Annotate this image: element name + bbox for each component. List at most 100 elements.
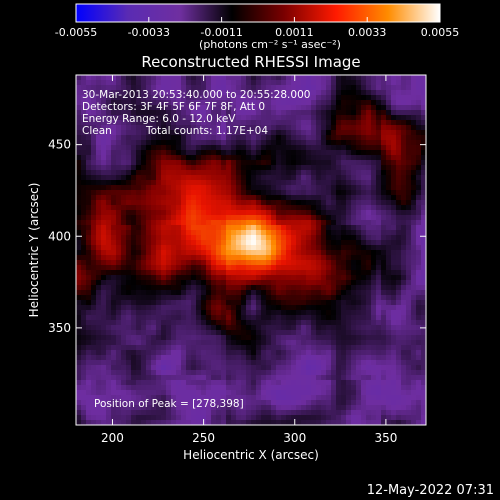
heatmap-cell (111, 240, 117, 246)
heatmap-cell (116, 260, 122, 266)
heatmap-cell (386, 80, 392, 86)
heatmap-cell (106, 290, 112, 296)
heatmap-cell (321, 135, 327, 141)
heatmap-cell (126, 140, 132, 146)
heatmap-cell (101, 280, 107, 286)
heatmap-cell (136, 190, 142, 196)
heatmap-cell (406, 315, 412, 321)
heatmap-cell (341, 125, 347, 131)
heatmap-cell (246, 200, 252, 206)
heatmap-cell (151, 130, 157, 136)
heatmap-cell (311, 275, 317, 281)
heatmap-cell (341, 260, 347, 266)
heatmap-cell (351, 295, 357, 301)
heatmap-cell (151, 230, 157, 236)
heatmap-cell (186, 295, 192, 301)
heatmap-cell (411, 355, 417, 361)
heatmap-cell (91, 205, 97, 211)
heatmap-cell (81, 380, 87, 386)
heatmap-cell (416, 295, 422, 301)
heatmap-cell (206, 105, 212, 111)
heatmap-cell (371, 105, 377, 111)
heatmap-cell (286, 255, 292, 261)
heatmap-cell (261, 215, 267, 221)
heatmap-cell (206, 370, 212, 376)
heatmap-cell (86, 340, 92, 346)
heatmap-cell (401, 215, 407, 221)
heatmap-cell (321, 195, 327, 201)
heatmap-cell (291, 190, 297, 196)
heatmap-cell (146, 405, 152, 411)
heatmap-cell (336, 325, 342, 331)
heatmap-cell (166, 395, 172, 401)
heatmap-cell (116, 320, 122, 326)
heatmap-cell (371, 270, 377, 276)
heatmap-cell (266, 360, 272, 366)
heatmap-cell (126, 335, 132, 341)
heatmap-cell (116, 390, 122, 396)
heatmap-cell (286, 80, 292, 86)
heatmap-cell (316, 140, 322, 146)
heatmap-cell (266, 390, 272, 396)
heatmap-cell (156, 330, 162, 336)
heatmap-cell (296, 195, 302, 201)
heatmap-cell (91, 260, 97, 266)
heatmap-cell (221, 185, 227, 191)
heatmap-cell (176, 410, 182, 416)
heatmap-cell (366, 305, 372, 311)
heatmap-cell (356, 235, 362, 241)
heatmap-cell (411, 325, 417, 331)
heatmap-cell (411, 225, 417, 231)
heatmap-cell (141, 260, 147, 266)
heatmap-cell (261, 345, 267, 351)
heatmap-cell (236, 125, 242, 131)
heatmap-cell (201, 305, 207, 311)
heatmap-cell (301, 170, 307, 176)
heatmap-cell (271, 410, 277, 416)
heatmap-cell (351, 360, 357, 366)
heatmap-cell (406, 175, 412, 181)
heatmap-cell (181, 325, 187, 331)
heatmap-cell (121, 100, 127, 106)
heatmap-cell (251, 175, 257, 181)
heatmap-cell (131, 365, 137, 371)
heatmap-cell (361, 90, 367, 96)
heatmap-cell (256, 310, 262, 316)
heatmap-cell (236, 400, 242, 406)
heatmap-cell (416, 105, 422, 111)
heatmap-cell (201, 245, 207, 251)
heatmap-cell (396, 145, 402, 151)
heatmap-cell (121, 390, 127, 396)
heatmap-cell (146, 380, 152, 386)
heatmap-cell (396, 100, 402, 106)
heatmap-cell (291, 85, 297, 91)
heatmap-cell (106, 105, 112, 111)
heatmap-cell (221, 355, 227, 361)
heatmap-cell (401, 415, 407, 421)
heatmap-cell (201, 345, 207, 351)
heatmap-cell (186, 410, 192, 416)
heatmap-cell (101, 125, 107, 131)
heatmap-cell (361, 335, 367, 341)
heatmap-cell (411, 90, 417, 96)
heatmap-cell (206, 170, 212, 176)
heatmap-cell (101, 115, 107, 121)
heatmap-cell (146, 240, 152, 246)
heatmap-cell (166, 260, 172, 266)
heatmap-cell (396, 190, 402, 196)
heatmap-cell (201, 270, 207, 276)
heatmap-cell (171, 135, 177, 141)
heatmap-cell (76, 315, 82, 321)
heatmap-cell (361, 325, 367, 331)
heatmap-cell (121, 395, 127, 401)
heatmap-cell (256, 270, 262, 276)
heatmap-cell (216, 335, 222, 341)
heatmap-cell (381, 185, 387, 191)
heatmap-cell (291, 265, 297, 271)
heatmap-cell (346, 210, 352, 216)
heatmap-cell (91, 395, 97, 401)
heatmap-cell (406, 290, 412, 296)
heatmap-cell (416, 375, 422, 381)
heatmap-cell (376, 230, 382, 236)
heatmap-cell (326, 240, 332, 246)
